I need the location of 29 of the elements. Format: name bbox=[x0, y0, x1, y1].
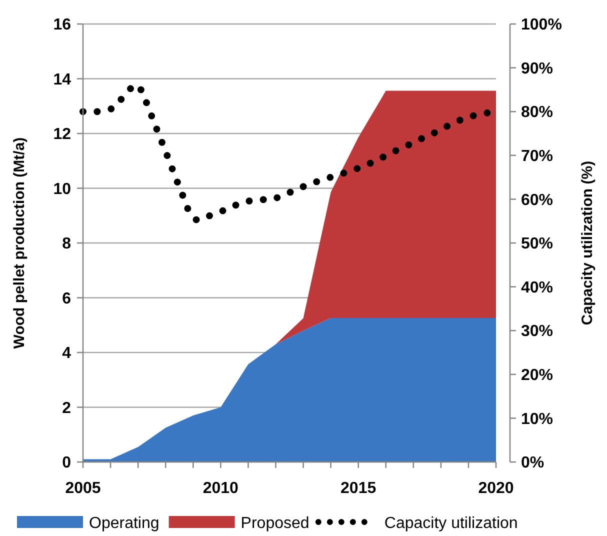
y2-tick-label: 70% bbox=[521, 148, 554, 165]
y-tick-label: 16 bbox=[53, 16, 72, 34]
y-tick-label: 14 bbox=[53, 71, 72, 88]
y2-tick-label: 0% bbox=[521, 454, 544, 472]
y-axis-title: Wood pellet production (Mt/a) bbox=[11, 137, 28, 349]
legend-label: Operating bbox=[89, 515, 160, 532]
x-tick-label: 2010 bbox=[202, 480, 239, 497]
y-tick-label: 2 bbox=[62, 400, 72, 417]
y-tick-label: 6 bbox=[62, 290, 72, 308]
y2-tick-label: 90% bbox=[521, 60, 554, 78]
y2-tick-label: 30% bbox=[521, 323, 554, 340]
y2-tick-label: 100% bbox=[521, 16, 562, 34]
legend-label: Proposed bbox=[240, 515, 310, 532]
y-tick-label: 8 bbox=[62, 236, 72, 253]
y2-tick-label: 60% bbox=[521, 192, 554, 209]
y-tick-label: 12 bbox=[53, 126, 72, 144]
x-tick-label: 2015 bbox=[340, 480, 376, 497]
y-tick-label: 4 bbox=[62, 345, 72, 362]
y2-tick-label: 40% bbox=[521, 279, 554, 296]
y-tick-label: 0 bbox=[62, 454, 72, 472]
legend-label: Capacity utilization bbox=[384, 515, 518, 532]
x-tick-label: 2005 bbox=[65, 480, 101, 497]
y2-tick-label: 20% bbox=[521, 367, 554, 384]
y2-tick-label: 10% bbox=[521, 410, 554, 428]
y2-tick-label: 50% bbox=[521, 236, 554, 253]
x-tick-label: 2020 bbox=[478, 480, 514, 497]
y2-tick-label: 80% bbox=[521, 104, 554, 122]
y2-axis-title: Capacity utilization (%) bbox=[579, 160, 596, 326]
y-tick-label: 10 bbox=[53, 180, 72, 198]
